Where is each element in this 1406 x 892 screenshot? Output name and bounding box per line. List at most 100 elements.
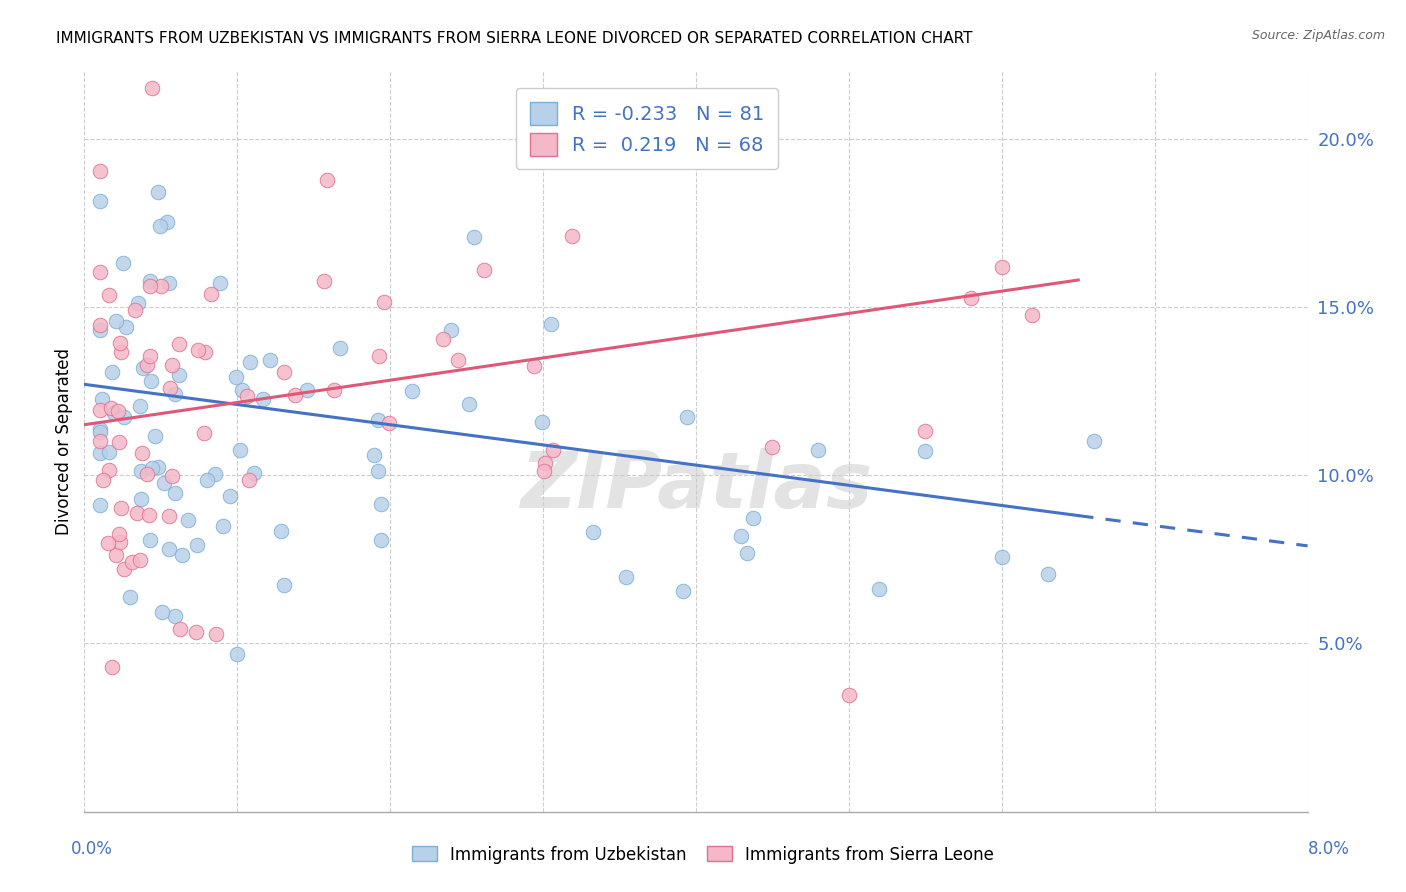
Point (373, 295, 395, 310)
Point (97, 536, 120, 550)
Point (163, 609, 186, 624)
Point (127, 296, 149, 310)
Point (322, 383, 344, 397)
Point (869, 582, 891, 596)
Point (363, 448, 385, 462)
Point (101, 365, 124, 379)
Point (112, 409, 135, 424)
Point (205, 627, 228, 641)
Point (212, 519, 235, 533)
Point (90, 392, 112, 407)
Point (457, 397, 479, 411)
Point (741, 511, 763, 525)
Point (312, 274, 335, 288)
Point (367, 413, 389, 427)
Point (252, 392, 274, 406)
Text: 8.0%: 8.0% (1308, 840, 1350, 858)
Point (139, 350, 162, 364)
Point (135, 358, 157, 372)
Point (167, 336, 190, 351)
Point (541, 443, 564, 458)
Point (675, 409, 697, 424)
Point (89, 194, 111, 209)
Point (616, 569, 638, 583)
Point (432, 332, 454, 346)
Point (89, 318, 111, 332)
Point (960, 291, 983, 305)
Point (187, 343, 209, 357)
Point (225, 647, 247, 661)
Point (534, 456, 557, 470)
Point (295, 384, 318, 398)
Point (89, 323, 111, 337)
Point (89, 445, 111, 459)
Point (159, 380, 181, 394)
Point (148, 219, 170, 233)
Legend: R = -0.233   N = 81, R =  0.219   N = 68: R = -0.233 N = 81, R = 0.219 N = 68 (516, 88, 778, 169)
Point (1036, 567, 1059, 582)
Point (138, 508, 160, 523)
Point (259, 352, 281, 367)
Point (225, 370, 247, 384)
Point (105, 548, 128, 562)
Point (146, 460, 169, 475)
Point (141, 374, 163, 388)
Point (100, 660, 122, 674)
Point (991, 260, 1014, 274)
Point (107, 404, 129, 418)
Point (378, 416, 401, 430)
Point (167, 368, 190, 382)
Point (440, 323, 463, 337)
Point (761, 440, 783, 454)
Point (89, 421, 111, 435)
Text: ZIPatlas: ZIPatlas (520, 448, 872, 524)
Point (131, 491, 153, 506)
Point (914, 443, 936, 458)
Point (273, 365, 295, 379)
Point (186, 538, 208, 552)
Point (186, 625, 208, 640)
Point (370, 533, 392, 547)
Point (105, 314, 128, 328)
Point (125, 506, 148, 520)
Point (121, 555, 143, 569)
Point (165, 386, 187, 401)
Point (103, 406, 125, 420)
Point (89, 425, 111, 439)
Point (97, 445, 120, 459)
Point (401, 384, 423, 399)
Point (98, 463, 121, 477)
Point (129, 399, 152, 413)
Point (138, 279, 160, 293)
Point (170, 548, 193, 562)
Point (115, 319, 138, 334)
Point (672, 583, 695, 598)
Point (235, 389, 257, 403)
Point (239, 355, 262, 369)
Point (208, 276, 231, 290)
Point (523, 359, 546, 373)
Point (124, 302, 146, 317)
Point (561, 228, 583, 243)
Point (89, 265, 111, 279)
Point (284, 387, 307, 401)
Point (533, 464, 555, 478)
Point (132, 360, 155, 375)
Point (91, 474, 114, 488)
Point (131, 446, 153, 460)
Point (914, 424, 936, 438)
Point (143, 429, 166, 443)
Point (98, 287, 121, 301)
Point (316, 173, 339, 187)
Point (157, 276, 180, 290)
Point (582, 524, 605, 539)
Point (370, 497, 392, 511)
Point (112, 561, 135, 575)
Point (194, 345, 217, 359)
Point (89, 164, 111, 178)
Point (149, 278, 172, 293)
Point (243, 466, 266, 480)
Point (100, 401, 122, 415)
Point (89, 498, 111, 512)
Point (270, 524, 292, 538)
